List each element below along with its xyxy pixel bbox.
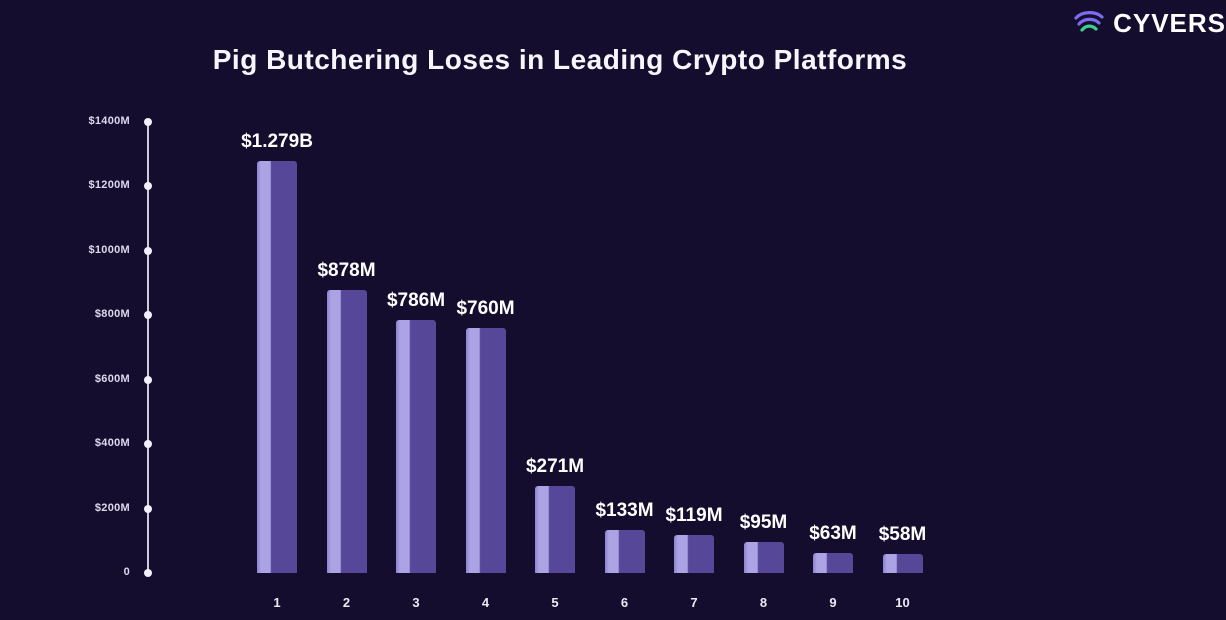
bar — [326, 290, 367, 573]
x-axis-label: 7 — [690, 595, 698, 610]
y-tick-dot — [144, 118, 152, 126]
bar-value-label: $1.279B — [241, 131, 313, 152]
brand-text: CYVERS — [1113, 8, 1226, 38]
x-axis-label: 3 — [412, 595, 420, 610]
bar — [465, 328, 506, 573]
y-tick-dot — [144, 311, 152, 320]
x-axis-label: 2 — [342, 595, 351, 610]
cyvers-logo-icon — [1071, 9, 1107, 39]
bar — [257, 161, 297, 573]
y-tick-dot — [144, 182, 152, 191]
x-axis-label: 1 — [273, 595, 281, 610]
y-tick-label: $800M — [94, 308, 130, 321]
y-tick-label: $600M — [94, 372, 130, 385]
y-tick-label: $200M — [94, 501, 130, 514]
chart-title: Pig Butchering Loses in Leading Crypto P… — [212, 44, 908, 75]
bar — [604, 530, 645, 573]
y-axis-line — [147, 122, 149, 573]
x-axis-label: 5 — [551, 595, 559, 610]
bar — [743, 542, 784, 573]
bar-value-label: $58M — [878, 524, 927, 545]
bar-value-label: $95M — [739, 512, 788, 533]
bar-value-label: $760M — [456, 298, 515, 319]
y-tick-label: 0 — [123, 566, 130, 578]
bar — [535, 486, 575, 573]
y-tick-label: $1400M — [88, 115, 130, 127]
bar — [396, 320, 436, 573]
bar-value-label: $119M — [665, 505, 723, 526]
y-tick-dot — [144, 569, 152, 577]
y-tick-label: $1000M — [88, 243, 130, 256]
y-tick-label: $400M — [94, 437, 130, 450]
y-tick-label: $1200M — [88, 179, 130, 192]
bar-value-label: $878M — [317, 260, 376, 281]
x-axis-label: 10 — [895, 595, 910, 610]
y-tick-dot — [144, 375, 152, 384]
bar-value-label: $271M — [525, 456, 585, 477]
bar-value-label: $133M — [595, 500, 654, 521]
x-axis-label: 4 — [481, 595, 490, 610]
bar — [674, 535, 714, 573]
y-tick-dot — [144, 504, 152, 513]
cyvers-logo: CYVERS — [1071, 8, 1226, 39]
bar — [882, 554, 923, 573]
x-axis-label: 6 — [620, 595, 629, 610]
x-axis-label: 9 — [829, 595, 837, 610]
y-tick-dot — [144, 246, 152, 255]
x-axis-label: 8 — [759, 595, 768, 610]
bar-value-label: $63M — [809, 523, 857, 544]
bar-value-label: $786M — [386, 290, 446, 311]
bar — [813, 553, 853, 573]
y-tick-dot — [144, 440, 152, 449]
